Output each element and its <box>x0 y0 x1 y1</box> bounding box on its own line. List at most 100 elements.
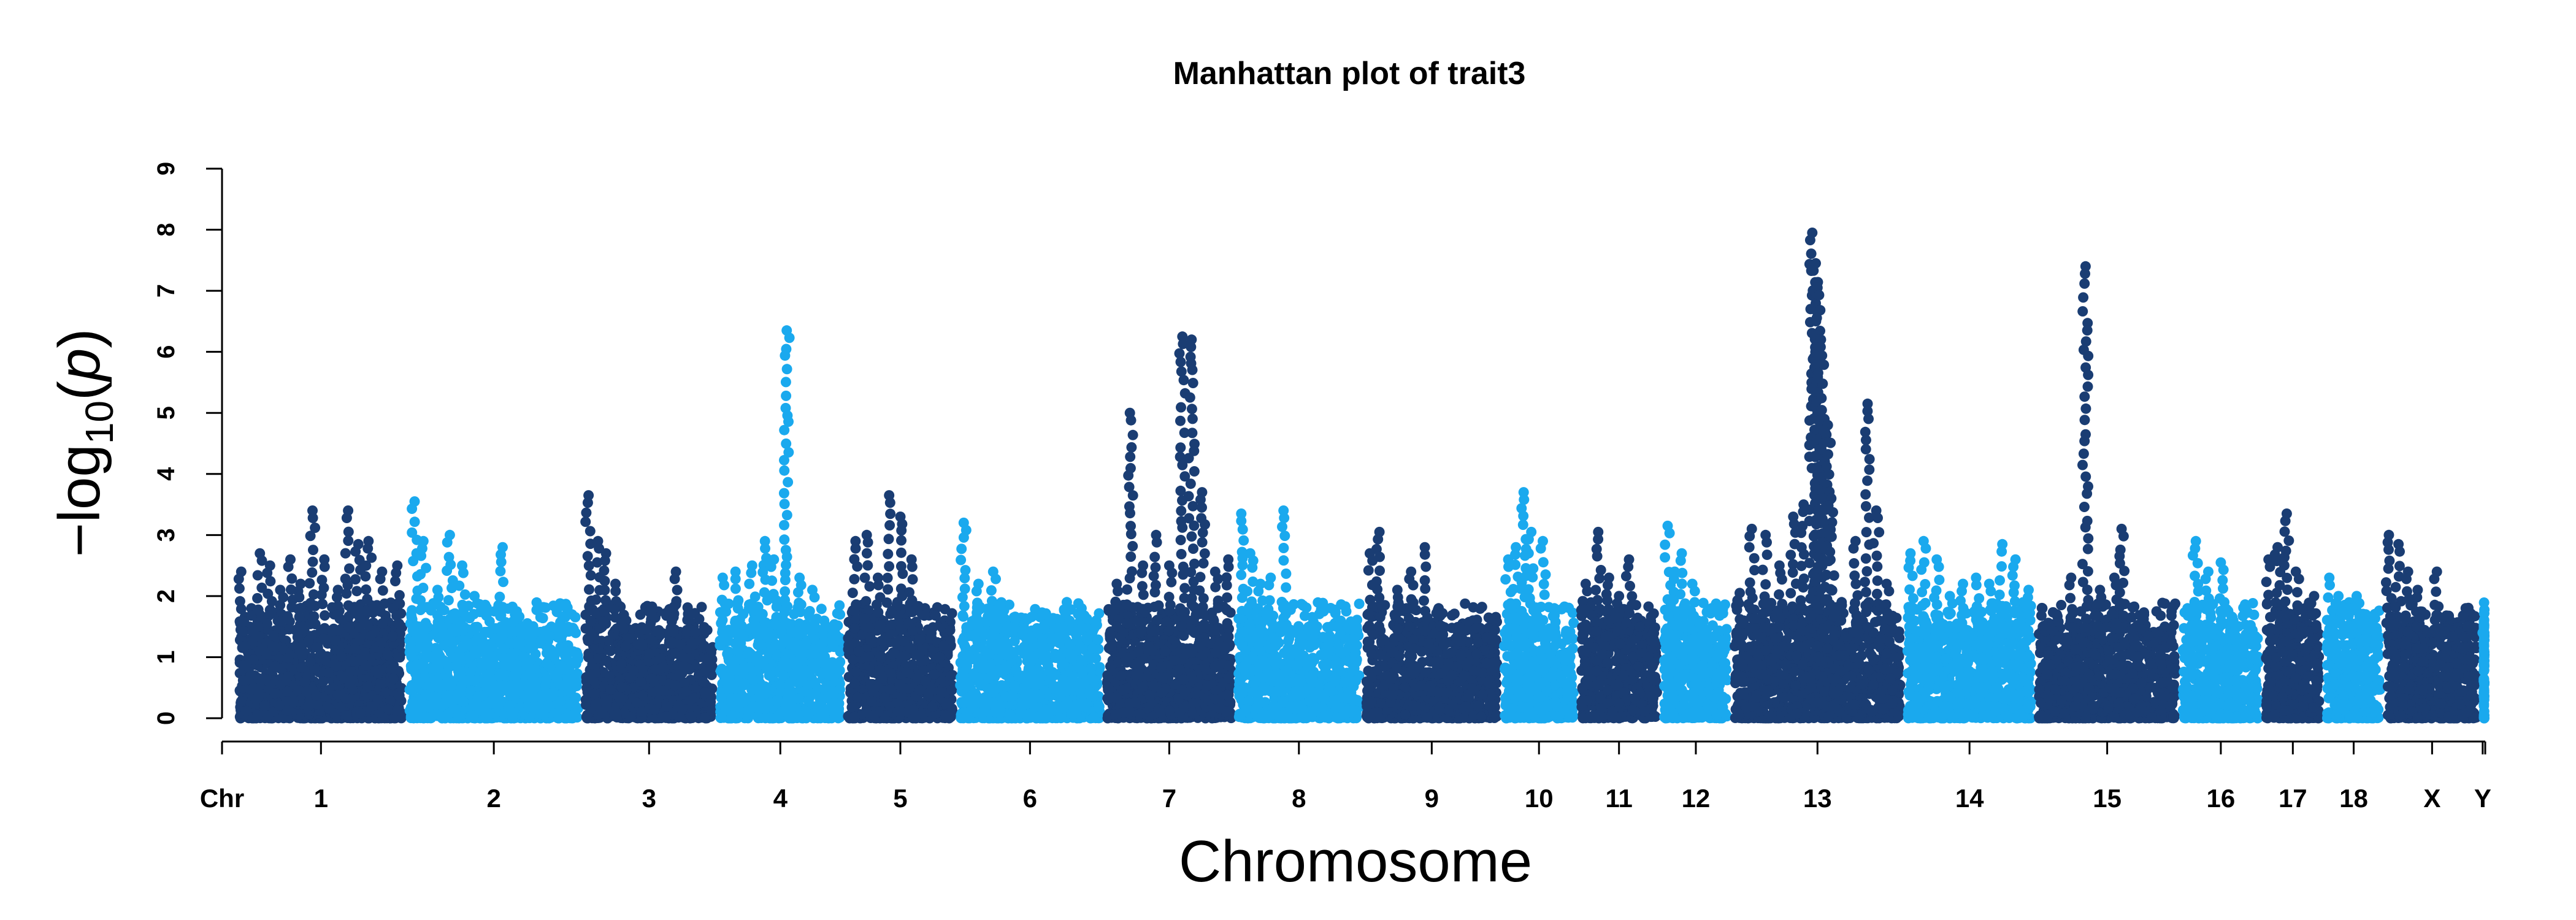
snp-point <box>282 705 293 716</box>
snp-point <box>866 696 877 707</box>
snp-peak-point <box>541 657 552 669</box>
snp-point <box>810 678 821 689</box>
snp-point <box>342 580 353 591</box>
snp-point <box>239 616 250 627</box>
snp-point <box>767 575 778 586</box>
snp-point <box>294 592 305 603</box>
snp-point <box>382 650 393 661</box>
snp-point <box>507 712 518 723</box>
snp-point <box>875 620 886 631</box>
snp-point <box>907 561 918 572</box>
snp-point <box>746 567 757 578</box>
snp-point <box>274 700 285 711</box>
snp-point <box>883 584 894 595</box>
snp-point <box>531 605 542 615</box>
snp-point <box>350 643 361 654</box>
snp-point <box>392 705 403 716</box>
snp-point <box>262 618 272 629</box>
snp-point <box>740 694 751 705</box>
snp-point <box>265 576 276 587</box>
snp-point <box>415 569 426 580</box>
snp-point <box>359 672 370 683</box>
snp-point <box>780 377 791 388</box>
snp-point <box>238 683 248 694</box>
snp-point <box>305 656 316 667</box>
snp-point <box>340 693 351 704</box>
snp-point <box>535 709 546 720</box>
snp-point <box>307 513 318 523</box>
snp-point <box>765 561 776 572</box>
snp-point <box>442 565 453 576</box>
snp-point <box>304 578 315 589</box>
snp-point <box>732 603 743 614</box>
snp-point <box>496 610 507 621</box>
snp-point <box>779 499 790 510</box>
snp-point <box>310 619 321 630</box>
snp-peak-point <box>819 621 830 632</box>
snp-point <box>301 686 312 697</box>
x-tick-label-1: 1 <box>314 784 328 813</box>
snp-point <box>361 605 372 616</box>
snp-point <box>591 594 602 605</box>
snp-point <box>483 697 494 708</box>
snp-point <box>884 497 895 508</box>
snp-point <box>317 599 328 610</box>
snp-point <box>366 630 377 641</box>
snp-point <box>652 626 663 637</box>
snp-point <box>336 651 347 662</box>
y-tick-label: 1 <box>153 650 180 664</box>
snp-point <box>545 631 556 642</box>
y-tick-label: 8 <box>153 223 180 236</box>
snp-point <box>524 679 535 690</box>
snp-point <box>744 578 755 589</box>
x-axis-prefix-label: Chr <box>200 784 244 813</box>
snp-point <box>269 630 279 641</box>
snp-point <box>700 687 711 697</box>
snp-point <box>585 570 596 581</box>
snp-point <box>294 611 305 623</box>
snp-point <box>849 573 860 585</box>
snp-point <box>646 673 657 684</box>
snp-point <box>259 700 270 711</box>
snp-point <box>807 624 818 635</box>
x-tick-label-Y: Y <box>2474 784 2491 813</box>
snp-point <box>744 662 755 673</box>
snp-point <box>635 676 646 687</box>
snp-point <box>375 679 386 690</box>
snp-point <box>360 571 371 582</box>
snp-point <box>431 699 442 710</box>
x-tick-label-8: 8 <box>1292 784 1306 813</box>
snp-point <box>469 608 480 619</box>
snp-point <box>323 667 334 678</box>
snp-peak-point <box>524 627 535 638</box>
snp-point <box>433 592 444 603</box>
x-tick-label-18: 18 <box>2339 784 2368 813</box>
snp-point <box>661 711 672 722</box>
snp-point <box>923 691 934 702</box>
snp-point <box>786 705 796 716</box>
snp-point <box>366 701 377 712</box>
x-tick-label-12: 12 <box>1682 784 1711 813</box>
snp-point <box>684 653 695 664</box>
snp-point <box>639 624 650 635</box>
chromosome-4-points <box>715 325 846 724</box>
snp-point <box>336 670 347 681</box>
snp-point <box>775 680 786 691</box>
y-tick-label: 0 <box>153 711 180 725</box>
snp-point <box>599 565 610 576</box>
snp-point <box>661 702 672 712</box>
snp-point <box>332 609 343 620</box>
snp-point <box>610 586 621 597</box>
snp-point <box>794 626 805 637</box>
snp-point <box>350 546 361 557</box>
snp-point <box>586 669 597 680</box>
snp-point <box>292 632 303 643</box>
snp-point <box>849 711 860 723</box>
snp-peak-point <box>934 651 945 662</box>
snp-point <box>394 618 405 629</box>
snp-point <box>584 584 594 595</box>
snp-point <box>846 702 857 713</box>
snp-point <box>572 668 583 679</box>
snp-point <box>362 618 373 629</box>
